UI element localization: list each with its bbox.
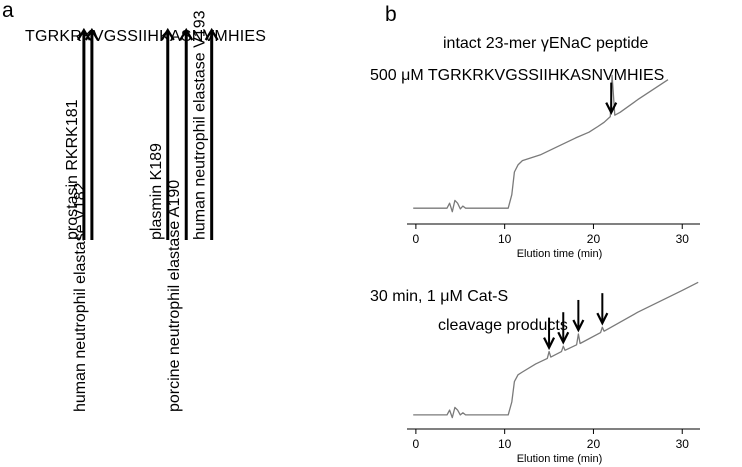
panel-b-label: b [385,3,397,26]
x-tick-label: 30 [676,232,690,246]
cleavage-arrow-head [84,27,99,41]
peak-arrow-head [572,319,585,333]
peak-arrow-head [543,337,556,351]
cleavage-site-label: porcine neutrophil elastase A190 [166,180,183,412]
bottom-chart-subtitle: cleavage products [438,317,568,334]
peak-arrow-head [596,312,609,326]
panel-a-label: a [2,0,14,22]
x-tick-label: 30 [676,437,690,451]
x-tick-label: 0 [413,232,420,246]
cleavage-site-label: prostasin RKRK181 [64,99,81,240]
chromatogram-trace [413,281,699,419]
peak-arrow-head [605,102,618,116]
top-chart-title: intact 23-mer γENaC peptide [443,35,649,52]
cleavage-site-label: human neutrophil elastase V193 [192,10,209,240]
x-axis-label: Elution time (min) [517,453,603,465]
cleavage-arrow-head [204,27,219,41]
chromatogram-trace [413,74,669,213]
x-axis-label: Elution time (min) [517,248,603,260]
chromatogram-intact: 0 10 20 30 Elution time (min) [407,74,700,260]
chromatogram-cat-s: 0 10 20 30 Elution time (min) [407,281,700,465]
cleavage-arrow-head [179,27,194,41]
top-chart-subtitle: 500 μM TGRKRKVGSSIIHKASNVMHIES [370,67,664,84]
bottom-chart-title: 30 min, 1 μM Cat-S [370,288,508,305]
x-tick-label: 20 [587,232,601,246]
x-tick-label: 10 [498,437,512,451]
x-tick-label: 20 [587,437,601,451]
cleavage-arrow-head [160,27,175,41]
peak-arrow-head [557,331,570,345]
x-tick-label: 10 [498,232,512,246]
cleavage-site-label: plasmin K189 [148,143,165,240]
x-tick-label: 0 [413,437,420,451]
cleavage-site-label: human neutrophil elastase V182 [72,182,89,412]
peptide-sequence: TGRKRKVGSSIIHKASNVMHIES [25,28,266,45]
